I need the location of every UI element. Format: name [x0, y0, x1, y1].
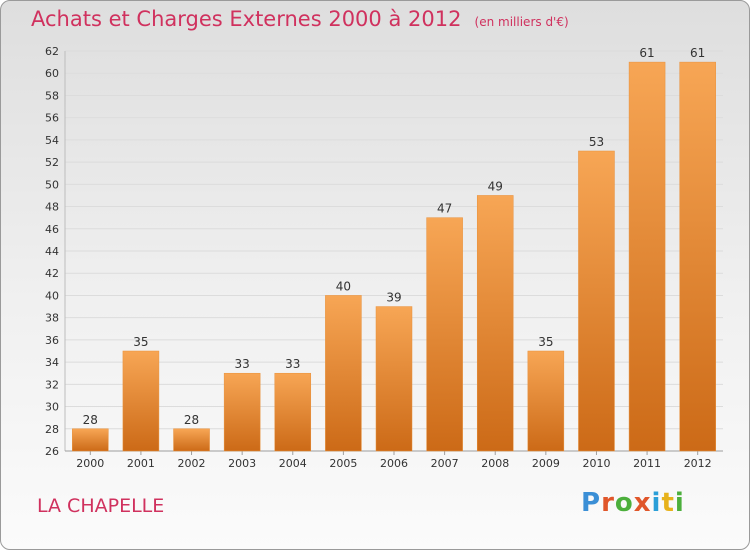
y-tick-label: 28: [45, 423, 59, 436]
x-tick-label: 2011: [633, 457, 661, 470]
bar-value-label: 53: [589, 135, 604, 149]
bar-value-label: 61: [690, 46, 705, 60]
y-tick-label: 56: [45, 112, 59, 125]
x-tick-label: 2012: [684, 457, 712, 470]
bar-value-label: 39: [386, 291, 401, 305]
label-layer: 26 28 30 32 34 36 38 40 42 44 46 48 50 52 54 56 58 60 62 28…: [45, 45, 712, 470]
x-tick-label: 2009: [532, 457, 560, 470]
bar: [628, 61, 666, 452]
y-tick-label: 46: [45, 223, 59, 236]
chart-title: Achats et Charges Externes 2000 à 2012 (…: [31, 7, 569, 31]
bar-value-label: 33: [235, 357, 250, 371]
chart-unit-label: (en milliers d'€): [474, 15, 569, 29]
y-tick-label: 32: [45, 378, 59, 391]
bar: [527, 350, 565, 452]
x-tick-label: 2002: [178, 457, 206, 470]
chart-title-text: Achats et Charges Externes 2000 à 2012: [31, 7, 462, 31]
logo-letter: r: [601, 488, 615, 518]
proxiti-logo[interactable]: Proxiti: [581, 488, 685, 518]
x-tick-label: 2007: [431, 457, 459, 470]
y-tick-label: 40: [45, 289, 59, 302]
y-tick-label: 52: [45, 156, 59, 169]
bar-value-label: 28: [184, 413, 199, 427]
x-tick-label: 2003: [228, 457, 256, 470]
bar: [476, 195, 514, 452]
logo-letter: P: [581, 488, 602, 518]
x-tick-label: 2004: [279, 457, 307, 470]
x-tick-label: 2001: [127, 457, 155, 470]
y-tick-label: 54: [45, 134, 59, 147]
bar-value-label: 47: [437, 202, 452, 216]
bar: [426, 217, 463, 452]
bar: [223, 372, 261, 452]
bar-value-label: 28: [83, 413, 98, 427]
logo-letter: i: [651, 488, 662, 518]
bar: [173, 428, 210, 452]
y-tick-label: 44: [45, 245, 59, 258]
logo-letter: o: [614, 488, 634, 518]
x-tick-label: 2000: [76, 457, 104, 470]
bar-value-label: 40: [336, 279, 351, 293]
bar: [679, 61, 716, 452]
y-tick-label: 50: [45, 178, 59, 191]
bar-value-label: 49: [488, 179, 503, 193]
x-tick-label: 2005: [329, 457, 357, 470]
bar: [578, 150, 615, 452]
bar-value-label: 61: [639, 46, 654, 60]
logo-letter: i: [674, 488, 685, 518]
bar: [122, 350, 160, 452]
x-tick-label: 2010: [582, 457, 610, 470]
logo-letter: t: [661, 488, 675, 518]
bar-layer: [72, 61, 716, 452]
logo-letter: x: [633, 488, 652, 518]
y-tick-label: 30: [45, 401, 59, 414]
y-tick-label: 42: [45, 267, 59, 280]
y-tick-label: 34: [45, 356, 59, 369]
bar: [375, 306, 413, 452]
y-tick-label: 62: [45, 45, 59, 58]
bar-value-label: 35: [133, 335, 148, 349]
commune-name: LA CHAPELLE: [37, 495, 165, 517]
y-tick-label: 26: [45, 445, 59, 458]
x-tick-label: 2008: [481, 457, 509, 470]
y-tick-label: 58: [45, 89, 59, 102]
y-tick-label: 60: [45, 67, 59, 80]
bar-value-label: 33: [285, 357, 300, 371]
x-tick-label: 2006: [380, 457, 408, 470]
bar-value-label: 35: [538, 335, 553, 349]
bar: [274, 372, 312, 452]
y-tick-label: 38: [45, 312, 59, 325]
y-tick-label: 36: [45, 334, 59, 347]
bar: [325, 295, 362, 452]
bar: [72, 428, 109, 452]
y-tick-label: 48: [45, 201, 59, 214]
